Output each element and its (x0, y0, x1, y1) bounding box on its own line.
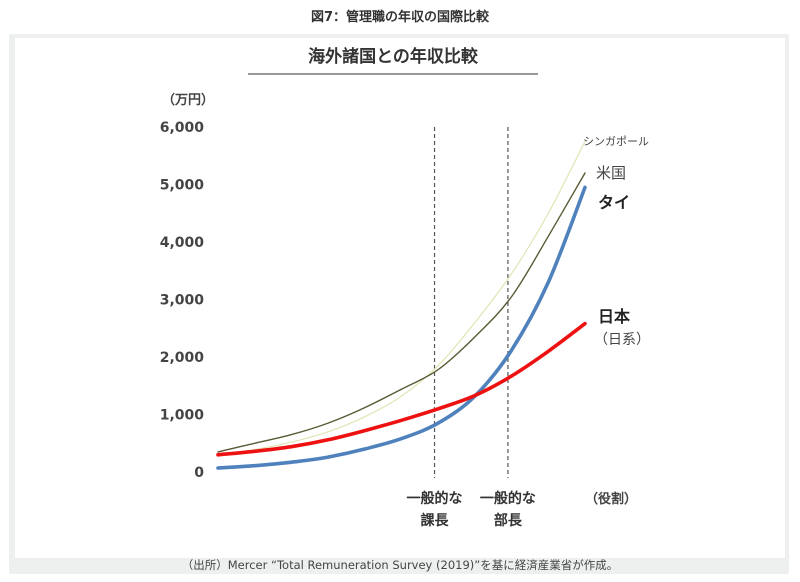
y-axis-ticks: 0 1,000 2,000 3,000 4,000 5,000 6,000 (160, 120, 205, 481)
y-tick-label: 4,000 (160, 235, 205, 251)
role-marker-label: 一般的な (480, 490, 536, 507)
y-tick-label: 6,000 (160, 120, 205, 136)
role-marker-label: 課長 (421, 512, 450, 529)
y-tick-label: 1,000 (160, 408, 205, 424)
chart-title: 海外諸国との年収比較 (308, 46, 479, 67)
x-axis-role-label: （役割） (585, 491, 637, 507)
source-note: （出所）Mercer “Total Remuneration Survey (2… (181, 558, 619, 572)
y-tick-label: 0 (194, 465, 204, 481)
series-line-thailand (216, 185, 587, 470)
chart-panel (15, 38, 785, 558)
y-tick-label: 3,000 (160, 293, 205, 309)
series-line-singapore (217, 140, 586, 456)
series-label-thailand: タイ (598, 193, 630, 212)
y-tick-label: 5,000 (160, 178, 205, 194)
series-line-japan (216, 321, 587, 457)
series-sublabel-japan: （日系） (594, 332, 650, 348)
y-tick-label: 2,000 (160, 350, 205, 366)
series-line-usa (217, 172, 586, 453)
role-marker-label: 一般的な (407, 490, 463, 507)
y-axis-unit-label: （万円） (162, 92, 214, 108)
figure-caption: 図7：管理職の年収の国際比較 (310, 10, 490, 25)
series-label-usa: 米国 (596, 164, 626, 182)
series-lines (216, 140, 587, 470)
chart-frame (9, 34, 789, 574)
series-label-singapore: シンガポール (583, 135, 649, 148)
role-marker-label: 部長 (494, 512, 523, 529)
series-label-japan: 日本 (598, 307, 630, 326)
